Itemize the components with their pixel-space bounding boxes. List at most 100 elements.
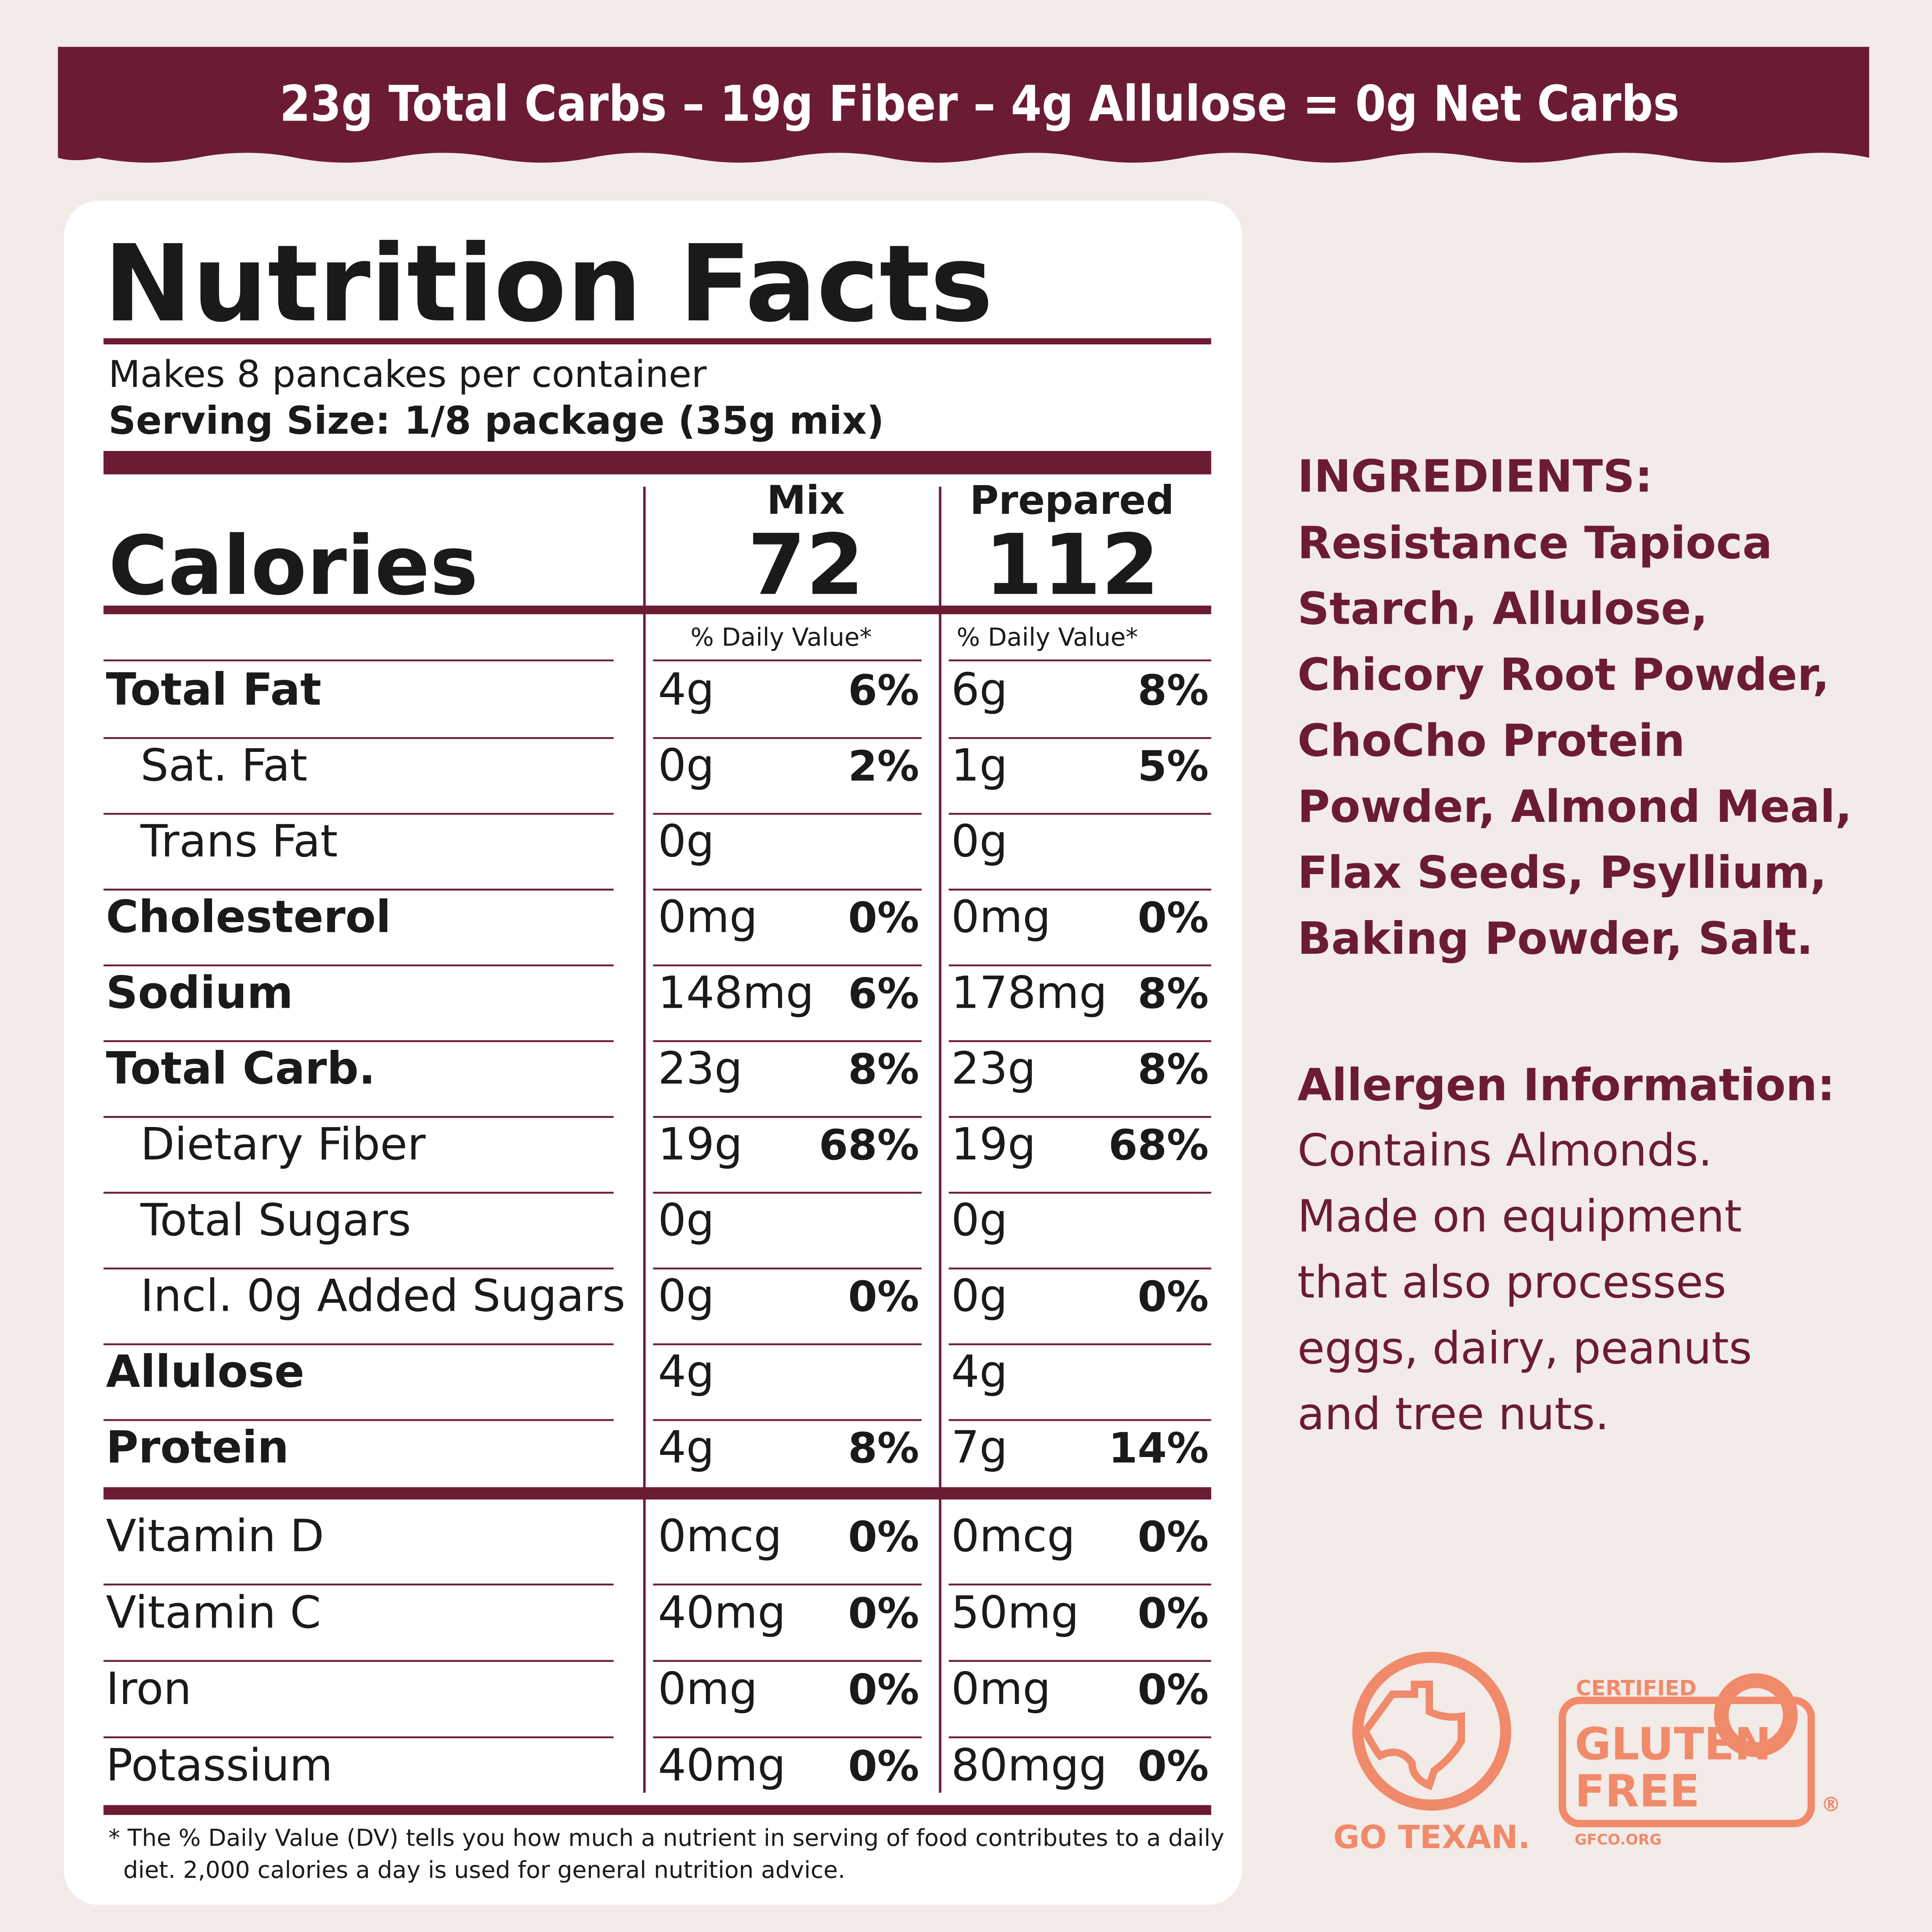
footnote: * The % Daily Value (DV) tells you how m… bbox=[108, 1824, 1224, 1851]
amount: 1g bbox=[951, 739, 1008, 791]
daily-value: 0% bbox=[848, 1666, 919, 1714]
banner-text: 23g Total Carbs – 19g Fiber – 4g Allulos… bbox=[279, 75, 1679, 133]
nutrient-name: Sodium bbox=[106, 966, 293, 1018]
serving-size: 1/8 package (35g mix) bbox=[404, 399, 884, 443]
calories-label: Calories bbox=[108, 518, 478, 613]
amount: 40mg bbox=[658, 1586, 786, 1638]
amount: 0g bbox=[658, 815, 714, 867]
allergen-line: that also processes bbox=[1297, 1256, 1726, 1308]
gf-g bbox=[1714, 1673, 1798, 1757]
amount: 0g bbox=[658, 1194, 714, 1246]
allergen-line: and tree nuts. bbox=[1297, 1388, 1609, 1440]
ingredients-line: Resistance Tapioca bbox=[1297, 517, 1772, 569]
ingredients-line: Baking Powder, Salt. bbox=[1297, 912, 1813, 964]
amount: 178mg bbox=[951, 966, 1107, 1018]
ingredients-line: Starch, Allulose, bbox=[1297, 583, 1708, 635]
amount: 4g bbox=[951, 1345, 1008, 1397]
column-header: Mix bbox=[767, 478, 845, 523]
daily-value: 0% bbox=[848, 1589, 919, 1638]
daily-value: 5% bbox=[1138, 742, 1209, 791]
nutrient-name: Potassium bbox=[106, 1739, 333, 1791]
daily-value: 8% bbox=[1138, 1045, 1209, 1094]
servings: Makes 8 pancakes per container bbox=[108, 353, 707, 396]
daily-value: 68% bbox=[1108, 1121, 1209, 1170]
texan-text: GO TEXAN. bbox=[1334, 1818, 1530, 1856]
gf-reg: ® bbox=[1821, 1794, 1841, 1817]
daily-value: 8% bbox=[848, 1424, 919, 1473]
nutrient-name: Total Fat bbox=[106, 663, 321, 715]
calories-value: 112 bbox=[985, 516, 1159, 614]
nutrient-name: Total Sugars bbox=[140, 1194, 411, 1246]
amount: 0mg bbox=[658, 1663, 757, 1715]
dv-header: % Daily Value* bbox=[690, 623, 872, 652]
amount: 4g bbox=[658, 1421, 714, 1473]
footnote: diet. 2,000 calories a day is used for g… bbox=[123, 1856, 845, 1884]
daily-value: 8% bbox=[1138, 666, 1209, 715]
daily-value: 0% bbox=[1138, 1589, 1209, 1638]
amount: 4g bbox=[658, 1345, 714, 1397]
title: Nutrition Facts bbox=[104, 223, 993, 346]
label-card bbox=[64, 201, 1242, 1905]
amount: 148mg bbox=[658, 966, 814, 1018]
nutrient-name: Iron bbox=[106, 1663, 191, 1715]
daily-value: 0% bbox=[1138, 894, 1209, 942]
amount: 0mcg bbox=[951, 1510, 1075, 1562]
amount: 0g bbox=[951, 1194, 1008, 1246]
gf-site: GFCO.ORG bbox=[1575, 1831, 1662, 1848]
daily-value: 0% bbox=[1138, 1742, 1209, 1790]
daily-value: 0% bbox=[848, 1742, 919, 1790]
daily-value: 68% bbox=[819, 1121, 919, 1170]
daily-value: 14% bbox=[1108, 1424, 1209, 1473]
amount: 0g bbox=[658, 739, 714, 791]
gf-top: CERTIFIED bbox=[1576, 1676, 1696, 1701]
amount: 6g bbox=[951, 663, 1008, 715]
thick-bar bbox=[103, 451, 1211, 475]
amount: 0g bbox=[951, 1270, 1008, 1322]
amount: 0g bbox=[658, 1270, 714, 1322]
daily-value: 2% bbox=[848, 742, 919, 791]
nutrient-name: Allulose bbox=[106, 1345, 304, 1397]
daily-value: 0% bbox=[1138, 1513, 1209, 1562]
amount: 23g bbox=[658, 1042, 743, 1094]
serving-size-label: Serving Size: bbox=[108, 399, 390, 443]
ingredients-line: Flax Seeds, Psyllium, bbox=[1297, 846, 1827, 898]
allergen-line: Contains Almonds. bbox=[1297, 1124, 1712, 1176]
gf-line1: GLUTEN bbox=[1575, 1718, 1771, 1770]
gf-badge bbox=[1559, 1696, 1815, 1827]
thick-bar bbox=[103, 1805, 1211, 1815]
daily-value: 0% bbox=[1138, 1273, 1209, 1321]
amount: 80mgg bbox=[951, 1739, 1107, 1791]
nutrient-name: Total Carb. bbox=[106, 1042, 376, 1094]
daily-value: 6% bbox=[848, 969, 919, 1018]
nutrient-name: Dietary Fiber bbox=[140, 1118, 426, 1170]
ingredients-line: Chicory Root Powder, bbox=[1297, 649, 1829, 700]
column-header: Prepared bbox=[970, 478, 1174, 523]
amount: 0mcg bbox=[658, 1510, 782, 1562]
amount: 23g bbox=[951, 1042, 1036, 1094]
amount: 40mg bbox=[658, 1739, 786, 1791]
amount: 0mg bbox=[951, 1663, 1051, 1715]
texas-icon bbox=[1360, 1680, 1465, 1790]
nutrient-name: Sat. Fat bbox=[140, 739, 307, 791]
nutrient-name: Incl. 0g Added Sugars bbox=[140, 1270, 625, 1322]
nutrient-name: Protein bbox=[106, 1421, 289, 1473]
daily-value: 8% bbox=[1138, 969, 1209, 1018]
amount: 19g bbox=[658, 1118, 743, 1170]
texan-badge bbox=[1352, 1651, 1511, 1811]
ingredients-line: Powder, Almond Meal, bbox=[1297, 781, 1852, 832]
amount: 7g bbox=[951, 1421, 1008, 1473]
banner bbox=[58, 47, 1869, 163]
daily-value: 0% bbox=[848, 1513, 919, 1562]
nutrient-name: Vitamin D bbox=[106, 1510, 324, 1562]
allergen-line: Made on equipment bbox=[1297, 1190, 1741, 1242]
daily-value: 0% bbox=[1138, 1666, 1209, 1714]
ingredients-heading: INGREDIENTS: bbox=[1297, 450, 1653, 502]
amount: 0g bbox=[951, 815, 1008, 867]
nutrient-name: Trans Fat bbox=[140, 815, 338, 867]
amount: 19g bbox=[951, 1118, 1036, 1170]
ingredients-line: ChoCho Protein bbox=[1297, 715, 1685, 767]
nutrient-name: Vitamin C bbox=[106, 1586, 321, 1638]
amount: 50mg bbox=[951, 1586, 1079, 1638]
amount: 0mg bbox=[658, 891, 757, 943]
